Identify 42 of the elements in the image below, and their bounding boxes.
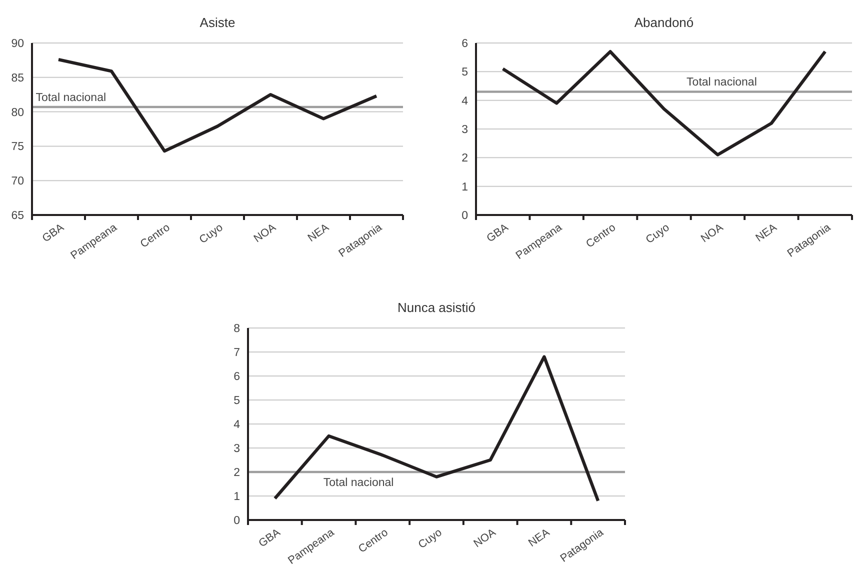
y-tick-label: 70 xyxy=(11,176,24,188)
y-tick-label: 75 xyxy=(11,141,24,154)
x-tick-label: NOA xyxy=(252,221,279,246)
y-tick-label: 80 xyxy=(11,106,24,119)
chart-title: Asiste xyxy=(200,15,236,30)
y-tick-label: 0 xyxy=(462,210,468,222)
x-tick-label: NEA xyxy=(526,526,552,550)
x-tick-label: NOA xyxy=(472,526,499,550)
x-tick-label: NEA xyxy=(306,221,332,244)
y-tick-label: 1 xyxy=(234,491,240,504)
chart-title: Nunca asistió xyxy=(397,300,476,315)
line-series xyxy=(273,355,600,502)
y-tick-label: 2 xyxy=(462,152,468,165)
x-tick-label: Cuyo xyxy=(644,222,672,246)
y-tick-label: 4 xyxy=(234,419,241,432)
y-tick-label: 5 xyxy=(234,395,240,408)
x-tick-label: GBA xyxy=(256,526,284,550)
x-tick-label: GBA xyxy=(484,221,512,245)
line-series xyxy=(501,50,827,156)
ref-line-label: Total nacional xyxy=(686,76,757,89)
y-tick-label: 0 xyxy=(234,515,240,528)
x-tick-label: Cuyo xyxy=(416,526,444,552)
ref-line-label: Total nacional xyxy=(323,477,394,489)
y-tick-label: 3 xyxy=(234,443,240,456)
x-tick-label: NOA xyxy=(699,221,726,246)
x-tick-label: GBA xyxy=(40,221,67,245)
y-tick-label: 1 xyxy=(462,181,468,194)
y-tick-label: 6 xyxy=(462,38,468,50)
x-tick-label: NEA xyxy=(754,221,780,244)
y-tick-label: 7 xyxy=(234,347,240,360)
y-tick-label: 8 xyxy=(234,323,240,336)
y-tick-label: 2 xyxy=(234,467,240,480)
y-tick-label: 3 xyxy=(462,124,468,136)
y-tick-label: 6 xyxy=(234,371,240,384)
y-tick-label: 90 xyxy=(11,38,24,50)
y-tick-label: 85 xyxy=(11,72,24,84)
ref-line-label: Total nacional xyxy=(36,92,106,104)
y-tick-label: 5 xyxy=(462,66,468,79)
y-tick-label: 65 xyxy=(11,210,24,222)
x-tick-label: Cuyo xyxy=(197,222,226,246)
chart-title: Abandonó xyxy=(634,15,694,30)
y-tick-label: 4 xyxy=(462,95,469,108)
